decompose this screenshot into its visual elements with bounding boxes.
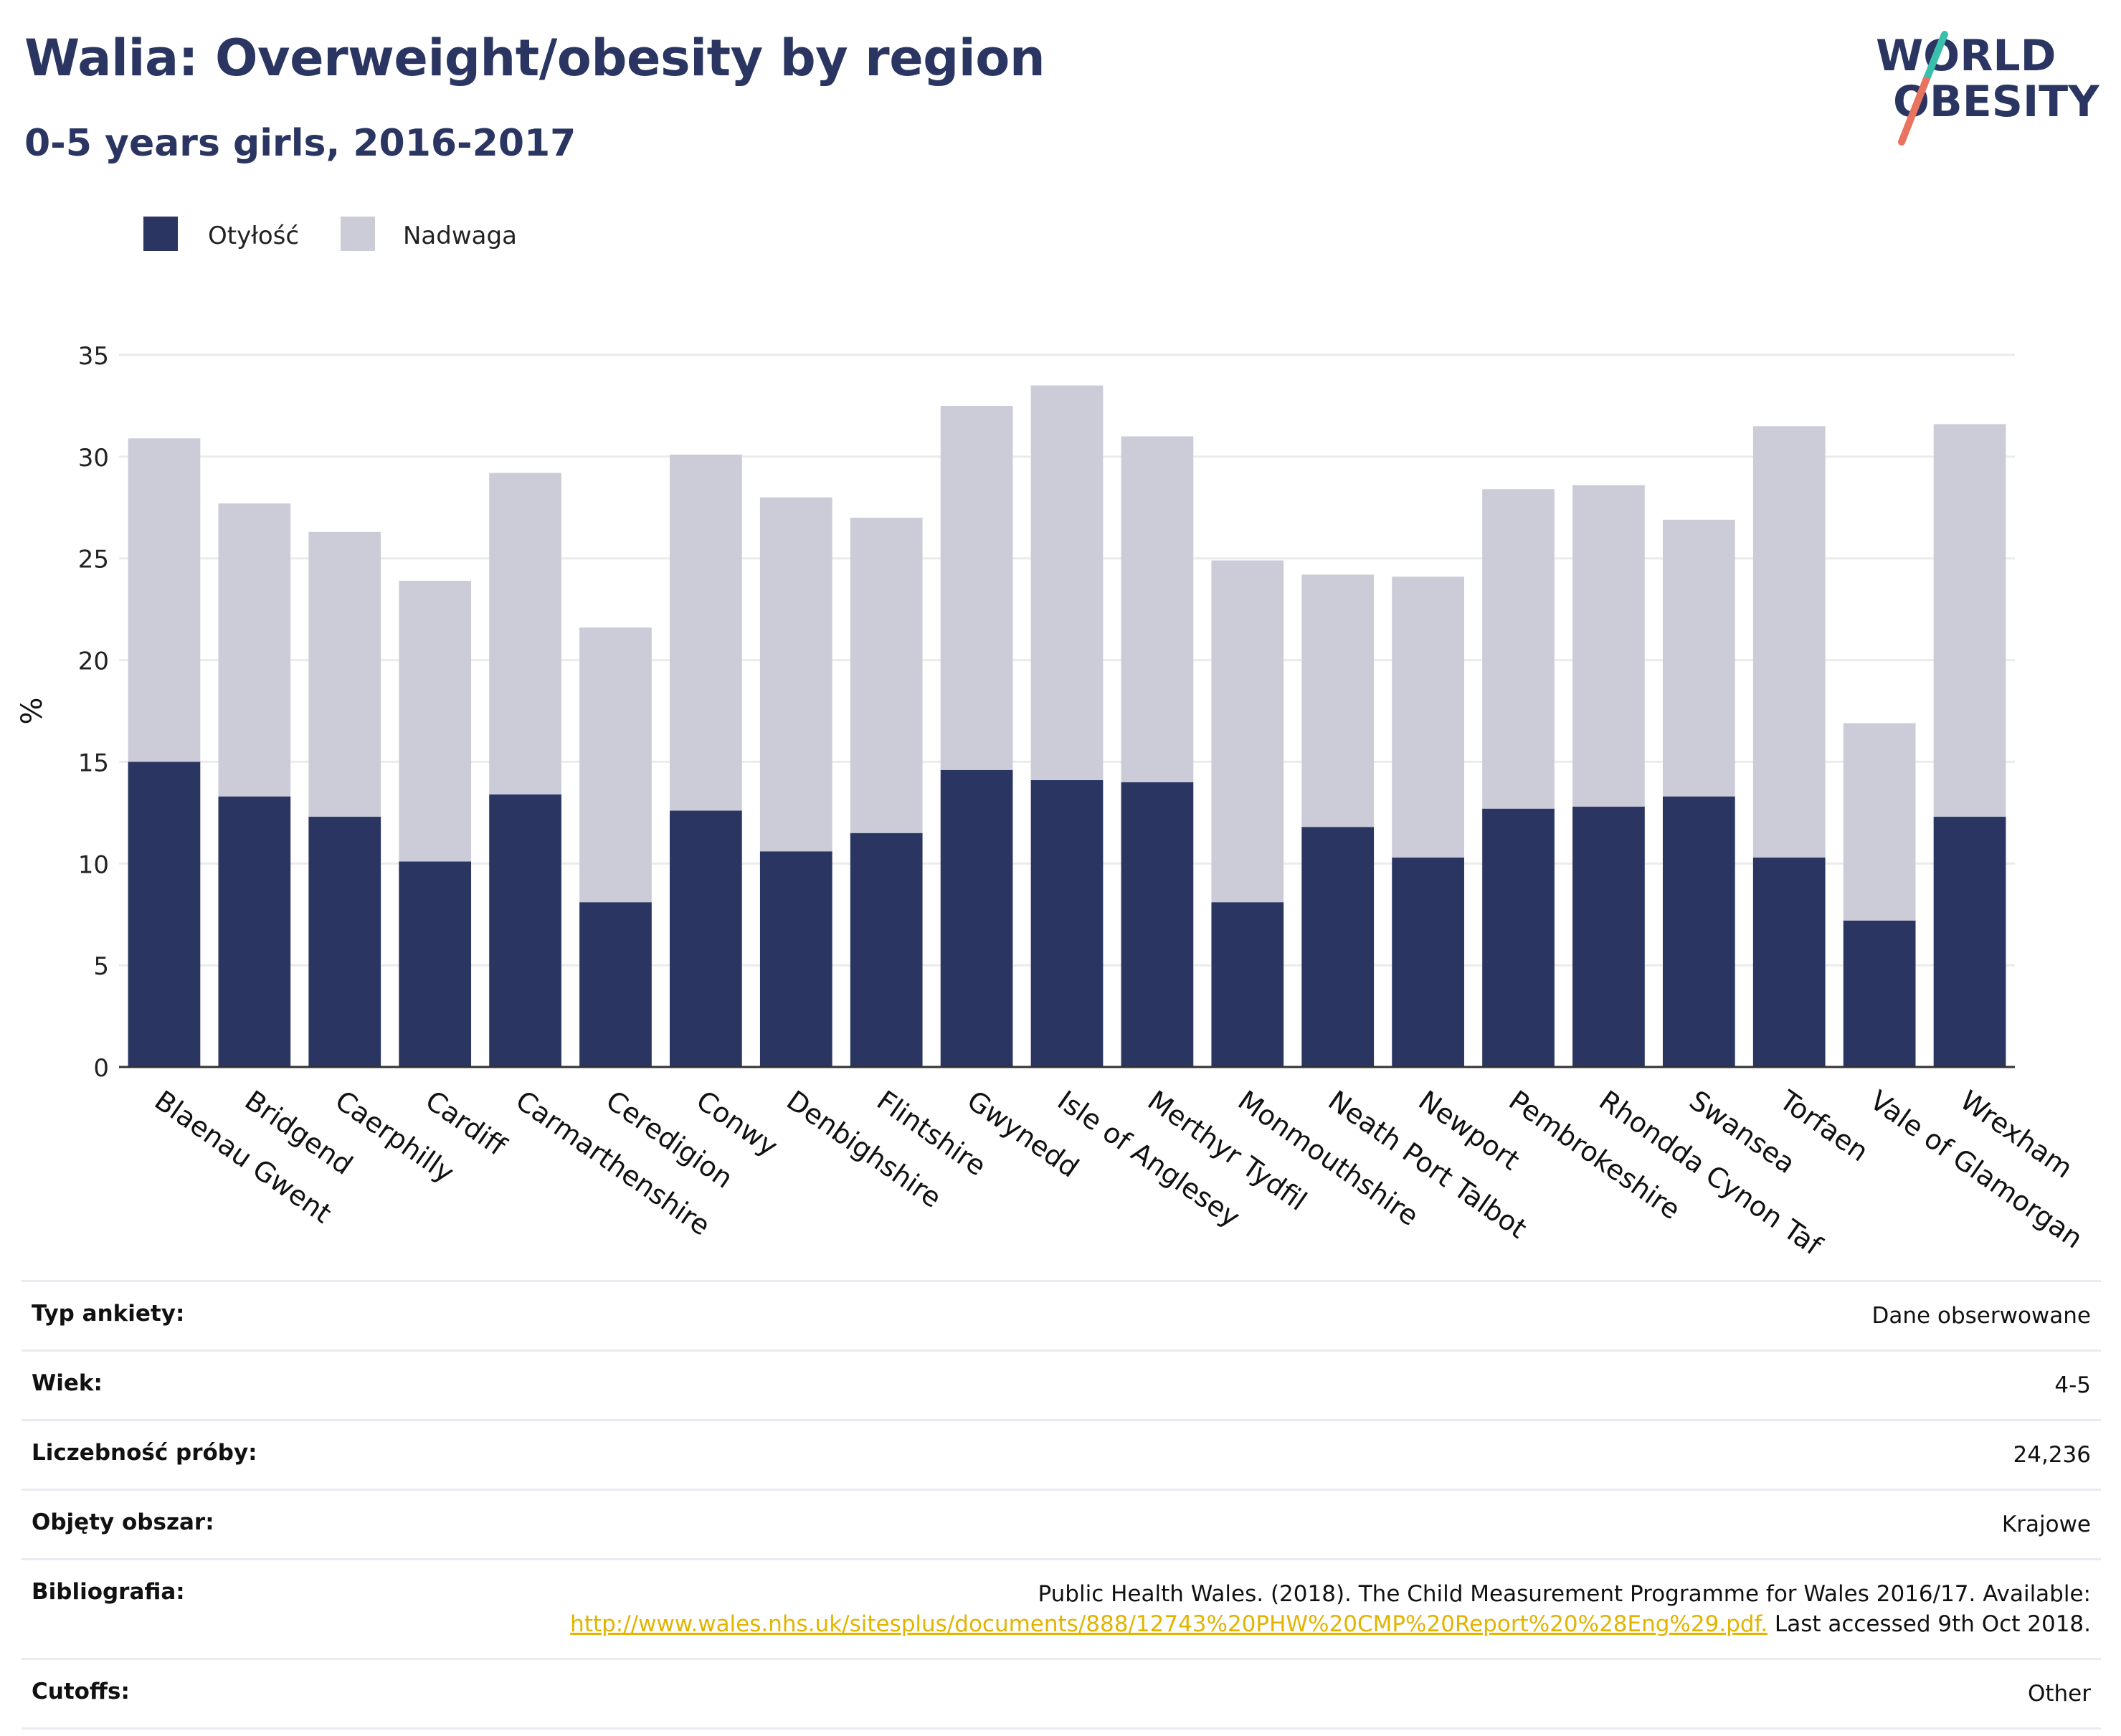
y-axis: 0 5 10 15 20 25 30 35 [78, 342, 109, 1083]
legend-label-overweight: Nadwaga [403, 222, 517, 250]
info-label-survey-type: Typ ankiety: [22, 1280, 308, 1351]
bibliography-link[interactable]: http://www.wales.nhs.uk/sitesplus/docume… [570, 1611, 1768, 1637]
bar-obesity [399, 861, 472, 1067]
bar-overweight [218, 503, 291, 797]
legend-swatch-overweight [341, 217, 375, 251]
bar-chart: Otyłość Nadwaga 0 5 10 15 20 25 30 35 Blaenau G… [16, 217, 2089, 1262]
info-label-age: Wiek: [22, 1350, 308, 1420]
logo-slash-teal [1922, 31, 1948, 84]
legend-label-obesity: Otyłość [208, 222, 299, 250]
bar-obesity [218, 796, 291, 1067]
bibliography-text: Public Health Wales. (2018). The Child M… [1038, 1581, 2092, 1607]
bar-obesity [1482, 808, 1555, 1067]
info-value-survey-type: Dane obserwowane [307, 1280, 2101, 1351]
bar-obesity [579, 902, 652, 1067]
bar-obesity [308, 817, 381, 1067]
bar-overweight [1933, 424, 2006, 817]
logo-slash-coral [1898, 77, 1930, 146]
logo-line-1: WORLD [1876, 31, 2056, 81]
y-tick-label: 25 [78, 546, 109, 574]
info-value-age: 4-5 [307, 1350, 2101, 1420]
y-tick-label: 35 [78, 342, 109, 371]
y-tick-label: 5 [93, 952, 109, 981]
info-label-cutoffs: Cutoffs: [22, 1658, 308, 1730]
info-row-cutoffs: Cutoffs: Other [22, 1658, 2101, 1730]
chart-title: Walia: Overweight/obesity by region [24, 29, 1045, 87]
bar-overweight [670, 455, 742, 811]
bar-overweight [940, 405, 1013, 770]
bar-overweight [128, 438, 201, 762]
bar-overweight [1572, 485, 1645, 807]
bar-obesity [759, 851, 832, 1067]
chart-legend: Otyłość Nadwaga [143, 217, 517, 251]
bar-overweight [1211, 560, 1284, 903]
bars [128, 385, 2006, 1067]
info-value-sample-size: 24,236 [307, 1419, 2101, 1490]
bar-obesity [1392, 857, 1464, 1067]
bar-obesity [670, 810, 742, 1067]
legend-swatch-obesity [143, 217, 178, 251]
x-axis-labels: Blaenau GwentBridgendCaerphillyCardiffCa… [149, 1084, 2089, 1262]
bar-obesity [1121, 782, 1194, 1067]
info-row-age: Wiek: 4-5 [22, 1350, 2101, 1420]
bar-obesity [940, 769, 1013, 1067]
world-obesity-logo: WORLD OBESITY [1876, 31, 2100, 146]
info-row-area: Objęty obszar: Krajowe [22, 1489, 2101, 1560]
bar-obesity [128, 762, 201, 1067]
bar-obesity [489, 794, 561, 1067]
chart-subtitle: 0-5 years girls, 2016-2017 [24, 122, 576, 165]
info-row-survey-type: Typ ankiety: Dane obserwowane [22, 1280, 2101, 1351]
bar-overweight [579, 627, 652, 903]
bar-overweight [1301, 574, 1375, 827]
y-tick-label: 0 [93, 1054, 109, 1083]
bar-overweight [759, 497, 832, 852]
bar-overweight [1482, 489, 1555, 809]
y-tick-label: 20 [78, 648, 109, 676]
bar-overweight [489, 473, 561, 795]
info-row-bibliography: Bibliografia: Public Health Wales. (2018… [22, 1558, 2101, 1659]
bar-overweight [1030, 385, 1104, 780]
info-row-sample-size: Liczebność próby: 24,236 [22, 1419, 2101, 1490]
bar-obesity [1301, 827, 1375, 1067]
bar-obesity [1572, 806, 1645, 1067]
y-axis-title: % [16, 697, 49, 724]
bar-overweight [308, 531, 381, 817]
bar-overweight [1752, 426, 1826, 858]
bar-overweight [1392, 577, 1464, 858]
survey-info-table: Typ ankiety: Dane obserwowane Wiek: 4-5 … [22, 1280, 2101, 1730]
bar-overweight [1121, 436, 1194, 782]
bar-obesity [1752, 857, 1826, 1067]
y-tick-label: 30 [78, 444, 109, 473]
info-label-bibliography: Bibliografia: [22, 1558, 308, 1659]
bar-obesity [1843, 920, 1916, 1067]
bar-overweight [399, 580, 472, 862]
bibliography-accessed: Last accessed 9th Oct 2018. [1774, 1611, 2091, 1637]
info-value-cutoffs: Other [307, 1658, 2101, 1730]
bar-overweight [850, 517, 923, 833]
bar-obesity [1211, 902, 1284, 1067]
x-tick-label: Denbighshire [781, 1084, 947, 1214]
info-value-area: Krajowe [307, 1489, 2101, 1560]
y-tick-label: 10 [78, 850, 109, 879]
bar-obesity [1662, 796, 1735, 1067]
bar-overweight [1662, 519, 1735, 797]
info-value-bibliography: Public Health Wales. (2018). The Child M… [307, 1558, 2101, 1659]
info-label-sample-size: Liczebność próby: [22, 1419, 308, 1490]
info-label-area: Objęty obszar: [22, 1489, 308, 1560]
bar-obesity [1933, 817, 2006, 1067]
y-tick-label: 15 [78, 749, 109, 777]
bar-overweight [1843, 723, 1916, 921]
bar-obesity [850, 833, 923, 1067]
bar-obesity [1030, 779, 1104, 1067]
